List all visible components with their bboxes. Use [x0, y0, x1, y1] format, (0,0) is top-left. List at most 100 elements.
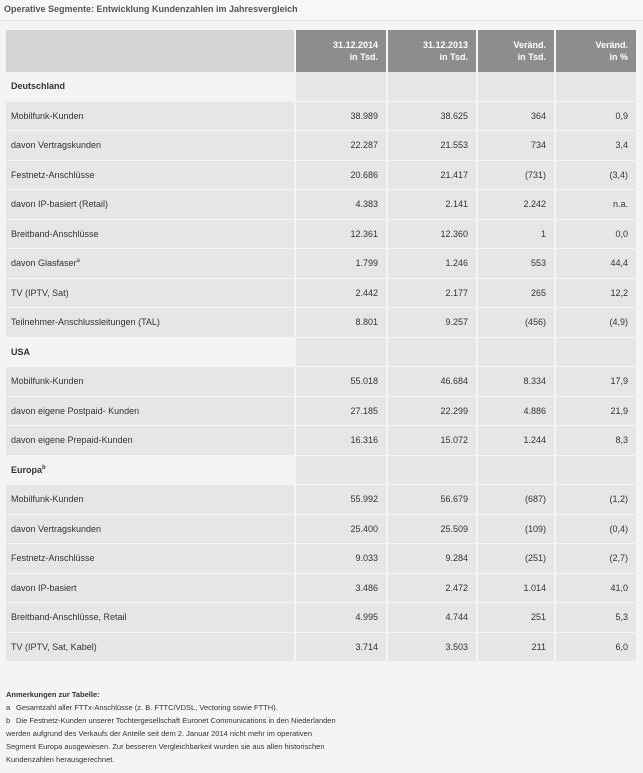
value-cell: 9.257 — [386, 308, 476, 338]
table-row: Mobilfunk-Kunden 55.992 56.679 (687) (1,2) — [6, 485, 636, 515]
row-label-text: Teilnehmer-Anschlussleitungen (TAL) — [11, 317, 160, 328]
row-label-text: Festnetz-Anschlüsse — [11, 169, 95, 180]
row-label: Teilnehmer-Anschlussleitungen (TAL) — [6, 308, 294, 338]
note-b-marker: b — [6, 716, 11, 725]
customer-table: 31.12.2014 in Tsd. 31.12.2013 in Tsd. Verä… — [6, 30, 636, 662]
table-row: Mobilfunk-Kunden 55.018 46.684 8.334 17,9 — [6, 367, 636, 397]
table-row: Festnetz-Anschlüsse 20.686 21.417 (731) (3,4… — [6, 160, 636, 190]
section-row: Europab — [6, 455, 636, 485]
row-label-text: davon eigene Prepaid-Kunden — [11, 435, 133, 446]
table-row: TV (IPTV, Sat) 2.442 2.177 265 12,2 — [6, 278, 636, 308]
row-label-text: Mobilfunk-Kunden — [11, 494, 84, 505]
value-cell: 3.486 — [294, 573, 386, 603]
header-blank-cell — [6, 30, 294, 72]
value-cell: 25.400 — [294, 514, 386, 544]
row-label: Mobilfunk-Kunden — [6, 485, 294, 515]
row-label: davon eigene Prepaid-Kunden — [6, 426, 294, 456]
row-label: TV (IPTV, Sat, Kabel) — [6, 632, 294, 662]
row-label-text: davon Vertragskunden — [11, 523, 102, 534]
section-name: USA — [11, 346, 31, 357]
section-name: Europa — [11, 464, 43, 475]
row-label: Breitband-Anschlüsse, Retail — [6, 603, 294, 633]
value-cell: 211 — [476, 632, 554, 662]
value-cell: 2.177 — [386, 278, 476, 308]
empty-cell — [386, 455, 476, 485]
value-cell: 15.072 — [386, 426, 476, 456]
value-cell: 9.284 — [386, 544, 476, 574]
empty-cell — [294, 72, 386, 102]
value-cell: 12,2 — [554, 278, 636, 308]
value-cell: n.a. — [554, 190, 636, 220]
row-label: Mobilfunk-Kunden — [6, 367, 294, 397]
value-cell: 21.553 — [386, 131, 476, 161]
value-cell: 0,0 — [554, 219, 636, 249]
section-label: USA — [6, 337, 294, 367]
table-row: davon IP-basiert 3.486 2.472 1.014 41,0 — [6, 573, 636, 603]
row-label-text: davon IP-basiert (Retail) — [11, 199, 109, 210]
value-cell: 3.714 — [294, 632, 386, 662]
value-cell: (2,7) — [554, 544, 636, 574]
footnote-marker: b — [42, 464, 46, 471]
table-row: Breitband-Anschlüsse 12.361 12.360 1 0,0 — [6, 219, 636, 249]
row-label: Mobilfunk-Kunden — [6, 101, 294, 131]
value-cell: 44,4 — [554, 249, 636, 279]
empty-cell — [554, 72, 636, 102]
value-cell: 1.244 — [476, 426, 554, 456]
value-cell: 9.033 — [294, 544, 386, 574]
table-notes: Anmerkungen zur Tabelle: a Gesamtzahl al… — [6, 688, 636, 766]
value-cell: 2.141 — [386, 190, 476, 220]
value-cell: 25.509 — [386, 514, 476, 544]
value-cell: 38.989 — [294, 101, 386, 131]
value-cell: 22.287 — [294, 131, 386, 161]
value-cell: (1,2) — [554, 485, 636, 515]
value-cell: 1.014 — [476, 573, 554, 603]
value-cell: (4,9) — [554, 308, 636, 338]
note-b-cont-3: Kundenzahlen herausgerechnet. — [6, 755, 115, 764]
row-label: davon eigene Postpaid- Kunden — [6, 396, 294, 426]
row-label: Breitband-Anschlüsse — [6, 219, 294, 249]
value-cell: (0,4) — [554, 514, 636, 544]
value-cell: 2.242 — [476, 190, 554, 220]
row-label-text: davon Vertragskunden — [11, 140, 102, 151]
empty-cell — [476, 72, 554, 102]
note-b-cont-1: werden aufgrund des Verkaufs der Anteile… — [6, 729, 313, 738]
value-cell: 27.185 — [294, 396, 386, 426]
note-b-cont-2: Segment Europa ausgewiesen. Zur besseren… — [6, 742, 325, 751]
value-cell: 4.744 — [386, 603, 476, 633]
empty-cell — [476, 455, 554, 485]
header-change-pct: Veränd. in % — [554, 30, 636, 72]
row-label: davon Vertragskunden — [6, 131, 294, 161]
value-cell: 6,0 — [554, 632, 636, 662]
table-row: davon Vertragskunden 22.287 21.553 734 3,4 — [6, 131, 636, 161]
note-a: a Gesamtzahl aller FTTx-Anschlüsse (z. B… — [6, 701, 636, 714]
section-label: Europab — [6, 455, 294, 485]
row-label: TV (IPTV, Sat) — [6, 278, 294, 308]
empty-cell — [294, 455, 386, 485]
value-cell: 4.886 — [476, 396, 554, 426]
section-label: Deutschland — [6, 72, 294, 102]
empty-cell — [386, 72, 476, 102]
value-cell: 5,3 — [554, 603, 636, 633]
value-cell: 55.018 — [294, 367, 386, 397]
table-row: Festnetz-Anschlüsse 9.033 9.284 (251) (2,7) — [6, 544, 636, 574]
value-cell: 8.334 — [476, 367, 554, 397]
value-cell: 4.995 — [294, 603, 386, 633]
value-cell: 17,9 — [554, 367, 636, 397]
notes-heading: Anmerkungen zur Tabelle: — [6, 690, 100, 699]
value-cell: 8,3 — [554, 426, 636, 456]
value-cell: (687) — [476, 485, 554, 515]
value-cell: 4.383 — [294, 190, 386, 220]
header-change-abs: Veränd. in Tsd. — [476, 30, 554, 72]
value-cell: 21.417 — [386, 160, 476, 190]
table-row: Mobilfunk-Kunden 38.989 38.625 364 0,9 — [6, 101, 636, 131]
value-cell: 251 — [476, 603, 554, 633]
value-cell: 22.299 — [386, 396, 476, 426]
value-cell: 1.799 — [294, 249, 386, 279]
table-row: davon eigene Postpaid- Kunden 27.185 22.29… — [6, 396, 636, 426]
value-cell: 12.361 — [294, 219, 386, 249]
row-label-text: TV (IPTV, Sat, Kabel) — [11, 641, 97, 652]
row-label: davon Vertragskunden — [6, 514, 294, 544]
table-row: davon IP-basiert (Retail) 4.383 2.141 2.242… — [6, 190, 636, 220]
row-label-text: Mobilfunk-Kunden — [11, 376, 84, 387]
table-row: Teilnehmer-Anschlussleitungen (TAL) 8.801… — [6, 308, 636, 338]
